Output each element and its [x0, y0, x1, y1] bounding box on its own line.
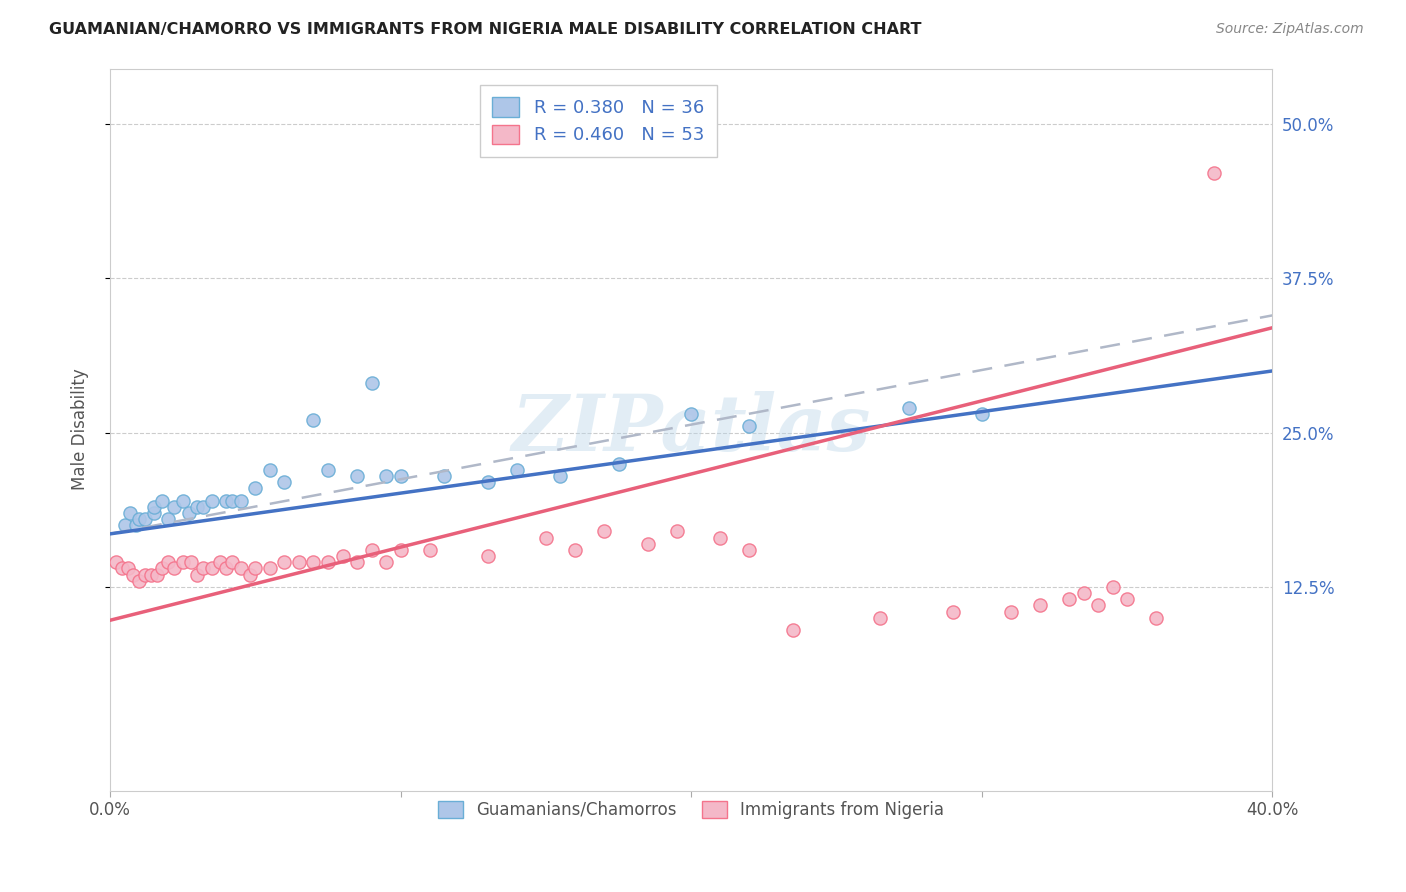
Point [180, 555, 202, 569]
Point [1116, 592, 1139, 607]
Point [637, 537, 659, 551]
Point [186, 567, 208, 582]
Point [360, 542, 382, 557]
Point [125, 518, 148, 533]
Point [375, 468, 398, 483]
Point [128, 574, 150, 588]
Point [221, 555, 243, 569]
Point [477, 549, 499, 563]
Point [117, 561, 139, 575]
Y-axis label: Male Disability: Male Disability [72, 368, 89, 491]
Point [593, 524, 616, 539]
Point [259, 561, 281, 575]
Point [142, 506, 165, 520]
Point [134, 512, 156, 526]
Point [120, 506, 142, 520]
Point [1087, 599, 1109, 613]
Point [709, 531, 731, 545]
Point [316, 463, 339, 477]
Point [419, 542, 441, 557]
Point [898, 401, 921, 415]
Point [215, 493, 238, 508]
Point [172, 555, 194, 569]
Point [163, 561, 186, 575]
Point [360, 376, 382, 391]
Point [1000, 605, 1022, 619]
Point [142, 500, 165, 514]
Point [1101, 580, 1123, 594]
Point [1057, 592, 1080, 607]
Point [191, 561, 214, 575]
Point [209, 555, 232, 569]
Text: Source: ZipAtlas.com: Source: ZipAtlas.com [1216, 22, 1364, 37]
Point [433, 468, 456, 483]
Point [104, 555, 127, 569]
Point [150, 561, 173, 575]
Point [1144, 611, 1167, 625]
Point [273, 555, 295, 569]
Point [782, 623, 804, 637]
Point [163, 500, 186, 514]
Point [177, 506, 200, 520]
Point [302, 413, 325, 427]
Point [332, 549, 354, 563]
Point [375, 555, 398, 569]
Point [665, 524, 688, 539]
Legend: Guamanians/Chamorros, Immigrants from Nigeria: Guamanians/Chamorros, Immigrants from Ni… [432, 794, 950, 826]
Point [607, 457, 630, 471]
Point [942, 605, 965, 619]
Point [139, 567, 162, 582]
Point [201, 561, 224, 575]
Point [389, 468, 412, 483]
Point [229, 561, 252, 575]
Point [869, 611, 891, 625]
Point [564, 542, 586, 557]
Point [316, 555, 339, 569]
Point [201, 493, 224, 508]
Point [172, 493, 194, 508]
Point [157, 555, 180, 569]
Point [1073, 586, 1095, 600]
Point [288, 555, 311, 569]
Point [681, 407, 703, 421]
Point [302, 555, 325, 569]
Point [738, 542, 761, 557]
Point [346, 468, 368, 483]
Point [245, 561, 267, 575]
Point [738, 419, 761, 434]
Point [221, 493, 243, 508]
Point [111, 561, 134, 575]
Point [550, 468, 572, 483]
Point [150, 493, 173, 508]
Point [122, 567, 145, 582]
Point [389, 542, 412, 557]
Point [1204, 166, 1226, 180]
Point [229, 493, 252, 508]
Point [970, 407, 993, 421]
Point [114, 518, 136, 533]
Point [259, 463, 281, 477]
Point [506, 463, 529, 477]
Point [128, 512, 150, 526]
Point [134, 567, 156, 582]
Text: ZIPatlas: ZIPatlas [512, 392, 870, 467]
Point [477, 475, 499, 489]
Point [238, 567, 260, 582]
Point [1029, 599, 1052, 613]
Point [273, 475, 295, 489]
Point [145, 567, 167, 582]
Point [191, 500, 214, 514]
Point [534, 531, 557, 545]
Text: GUAMANIAN/CHAMORRO VS IMMIGRANTS FROM NIGERIA MALE DISABILITY CORRELATION CHART: GUAMANIAN/CHAMORRO VS IMMIGRANTS FROM NI… [49, 22, 922, 37]
Point [245, 481, 267, 495]
Point [157, 512, 180, 526]
Point [346, 555, 368, 569]
Point [186, 500, 208, 514]
Point [215, 561, 238, 575]
